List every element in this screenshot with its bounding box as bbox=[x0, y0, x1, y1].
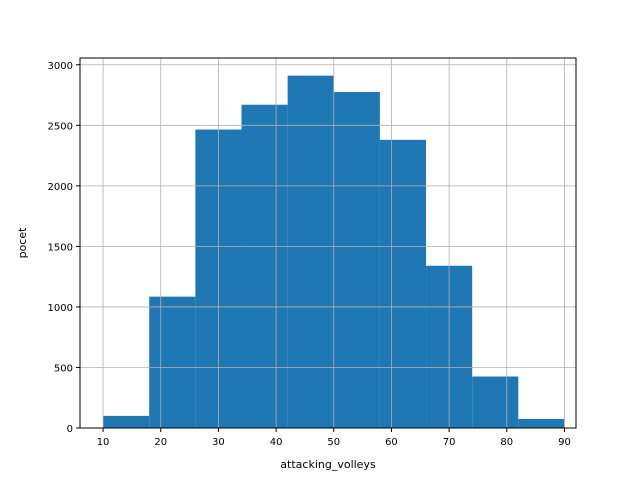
histogram-bar bbox=[103, 415, 150, 428]
y-tick-label: 1000 bbox=[48, 303, 73, 314]
x-tick-label: 50 bbox=[327, 437, 340, 448]
y-axis-label: pocet bbox=[16, 227, 29, 259]
x-tick-label: 40 bbox=[270, 437, 283, 448]
x-axis-label: attacking_volleys bbox=[280, 458, 376, 471]
y-axis-ticks: 0 500 1000 1500 2000 2500 3000 bbox=[48, 61, 80, 435]
y-tick-label: 1500 bbox=[48, 242, 73, 253]
histogram-bar bbox=[149, 296, 196, 428]
x-tick-label: 10 bbox=[97, 437, 110, 448]
y-tick-label: 2500 bbox=[48, 121, 73, 132]
x-tick-label: 20 bbox=[154, 437, 167, 448]
plot-frame bbox=[79, 57, 577, 429]
x-tick-label: 60 bbox=[385, 437, 398, 448]
histogram-bar bbox=[333, 92, 380, 428]
histogram-bar bbox=[518, 418, 565, 428]
x-tick-label: 70 bbox=[443, 437, 456, 448]
x-tick-label: 80 bbox=[500, 437, 513, 448]
y-tick-label: 0 bbox=[67, 424, 73, 435]
y-tick-label: 2000 bbox=[48, 182, 73, 193]
histogram-bar bbox=[241, 104, 288, 429]
x-tick-label: 90 bbox=[558, 437, 571, 448]
histogram-bar bbox=[379, 139, 427, 428]
x-axis-ticks: 10 20 30 40 50 60 70 80 90 bbox=[97, 428, 571, 448]
histogram-bar bbox=[472, 376, 519, 428]
x-tick-label: 30 bbox=[212, 437, 225, 448]
y-tick-label: 3000 bbox=[48, 61, 73, 72]
y-tick-label: 500 bbox=[54, 363, 73, 374]
histogram-bar bbox=[287, 75, 334, 429]
